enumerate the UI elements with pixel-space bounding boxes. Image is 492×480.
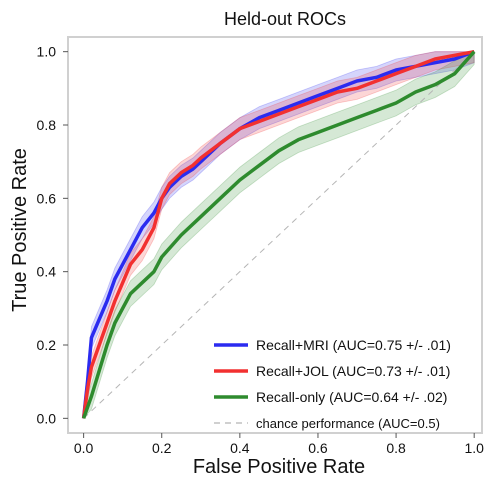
x-tick-label: 0.4 [230,440,250,456]
y-tick-label: 1.0 [37,44,57,60]
legend-label-0: Recall+MRI (AUC=0.75 +/- .01) [256,337,451,353]
series-lines [81,49,476,419]
x-tick-label: 1.0 [464,440,484,456]
series-line-1 [81,49,475,419]
y-tick-label: 0.4 [37,264,57,280]
y-tick-label: 0.8 [37,117,57,133]
chart-title: Held-out ROCs [224,9,346,29]
plot-border [67,36,483,434]
legend-label-3: chance performance (AUC=0.5) [256,416,440,431]
series-line-2 [81,50,476,419]
y-tick-label: 0.6 [37,190,57,206]
x-axis-label: False Positive Rate [193,456,365,478]
confidence-band-1 [83,51,475,419]
y-tick-label: 0.0 [37,410,57,426]
plot-frame [67,36,483,434]
x-tick-label: 0.8 [386,440,406,456]
x-tick-label: 0.2 [152,440,172,456]
x-tick-label: 0.0 [74,440,94,456]
legend-label-1: Recall+JOL (AUC=0.73 +/- .01) [256,363,450,379]
series-line-3 [83,51,475,419]
axis-ticks: 0.0 0.2 0.4 0.6 0.8 1.0 0.0 0.2 0.4 0.6 0.8 1.0 [37,44,485,456]
legend: Recall+MRI (AUC=0.75 +/- .01) Recall+JOL … [214,337,451,431]
y-tick-label: 0.2 [37,337,57,353]
confidence-bands [83,51,475,420]
confidence-band-2 [83,51,475,420]
x-tick-label: 0.6 [308,440,328,456]
y-axis-label: True Positive Rate [9,148,31,312]
legend-label-2: Recall-only (AUC=0.64 +/- .02) [256,389,447,405]
confidence-band-0 [83,51,475,419]
series-line-0 [81,50,475,419]
